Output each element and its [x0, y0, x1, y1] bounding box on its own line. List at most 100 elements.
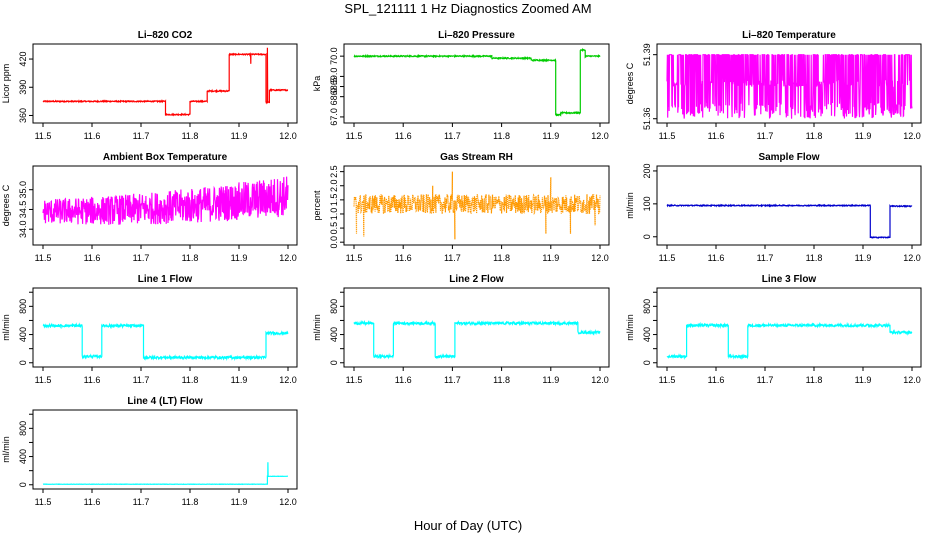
x-tick-label: 11.9: [231, 375, 248, 385]
x-tick-label: 11.8: [493, 131, 510, 141]
x-tick-label: 11.6: [84, 497, 101, 507]
series-line: [42, 322, 289, 362]
y-tick-label: 34.0: [18, 220, 28, 238]
plot-frame: [343, 165, 610, 246]
plot-frame: [343, 287, 610, 368]
y-tick-label: 0: [642, 234, 652, 239]
plot-frame: [656, 287, 922, 368]
y-tick-label: 34.5: [18, 201, 28, 219]
y-axis-label: ml/min: [312, 314, 322, 341]
x-tick-label: 11.6: [84, 131, 101, 141]
y-axis-label: Licor ppm: [1, 64, 11, 104]
x-tick-label: 11.5: [659, 131, 676, 141]
x-tick-label: 11.5: [35, 375, 52, 385]
y-tick-label: 800: [18, 421, 28, 436]
x-tick-label: 11.9: [542, 131, 559, 141]
chart-line4: Line 4 (LT) Flow ml/min 0 400 800 11.5 11.6 11.…: [1, 396, 298, 507]
y-tick-label: 400: [18, 449, 28, 464]
x-tick-label: 11.9: [855, 375, 872, 385]
y-axis-label: ml/min: [1, 436, 11, 463]
y-axis-label: percent: [312, 190, 322, 221]
y-tick-label: 390: [18, 80, 28, 95]
chart-title: Sample Flow: [758, 152, 819, 163]
chart-title: Line 2 Flow: [449, 274, 504, 285]
x-tick-label: 11.7: [757, 375, 774, 385]
plot-frame: [32, 43, 298, 124]
y-tick-label: 0.0: [329, 236, 339, 249]
y-tick-label: 69.0: [329, 68, 339, 86]
x-tick-label: 11.5: [35, 131, 52, 141]
chart-licor_temp: Li–820 Temperature degrees C 51.36 51.39 11.…: [625, 30, 922, 141]
x-tick-label: 11.8: [493, 375, 510, 385]
x-tick-label: 11.8: [806, 375, 823, 385]
x-tick-label: 11.9: [231, 131, 248, 141]
plot-frame: [32, 287, 298, 368]
data-series: [353, 47, 601, 117]
data-series: [666, 203, 913, 240]
x-tick-label: 12.0: [903, 131, 921, 141]
y-tick-label: 800: [18, 299, 28, 314]
x-tick-label: 11.6: [395, 131, 412, 141]
x-tick-label: 11.7: [444, 253, 461, 263]
plot-frame: [32, 409, 298, 490]
x-tick-label: 11.5: [659, 253, 676, 263]
chart-title: Ambient Box Temperature: [103, 152, 228, 163]
plot-frame: [656, 43, 922, 124]
chart-box_temp: Ambient Box Temperature degrees C 34.034.5…: [1, 152, 298, 263]
chart-title: Li–820 CO2: [138, 30, 193, 41]
series-line: [42, 462, 288, 485]
data-series: [666, 321, 913, 360]
x-tick-label: 11.6: [708, 253, 725, 263]
x-tick-label: 12.0: [903, 375, 921, 385]
x-tick-label: 12.0: [591, 131, 609, 141]
series-line: [42, 47, 289, 117]
y-tick-label: 0: [642, 360, 652, 365]
chart-title: Li–820 Pressure: [438, 30, 515, 41]
x-tick-label: 12.0: [279, 497, 297, 507]
y-tick-label: 35.0: [18, 181, 28, 199]
y-tick-label: 0: [18, 360, 28, 365]
series-line: [353, 319, 601, 360]
y-tick-label: 51.39: [642, 43, 652, 66]
page-title: SPL_121111 1 Hz Diagnostics Zoomed AM: [344, 1, 592, 16]
y-axis-label: ml/min: [1, 314, 11, 341]
series-line: [353, 171, 601, 240]
data-series: [42, 176, 289, 225]
x-tick-label: 11.5: [35, 497, 52, 507]
x-tick-label: 11.6: [84, 375, 101, 385]
x-tick-label: 11.5: [346, 131, 363, 141]
series-line: [666, 321, 913, 360]
series-line: [666, 203, 913, 240]
chart-co2: Li–820 CO2 Licor ppm 360 390 420 11.5 11.6 11.7…: [1, 30, 298, 141]
y-tick-label: 68.5: [329, 78, 339, 96]
chart-sample_flow: Sample Flow ml/min 0 100 200 11.5 11.6 11.7 11.8…: [625, 152, 922, 263]
x-tick-label: 11.6: [395, 253, 412, 263]
series-line: [666, 54, 913, 119]
data-series: [353, 171, 601, 240]
y-tick-label: 400: [18, 327, 28, 342]
y-axis-label: ml/min: [625, 314, 635, 341]
y-tick-label: 400: [642, 327, 652, 342]
series-line: [353, 47, 601, 117]
data-series: [42, 322, 289, 362]
x-tick-label: 12.0: [279, 131, 297, 141]
x-tick-label: 11.5: [659, 375, 676, 385]
plot-frame: [32, 165, 298, 246]
chart-title: Line 4 (LT) Flow: [127, 396, 203, 407]
y-axis-label: ml/min: [625, 192, 635, 219]
x-tick-label: 11.8: [806, 253, 823, 263]
x-tick-label: 11.6: [708, 375, 725, 385]
y-tick-label: 360: [18, 108, 28, 123]
y-tick-label: 1.0: [329, 208, 339, 221]
y-tick-label: 67.0: [329, 108, 339, 126]
plot-frame: [343, 43, 610, 124]
x-tick-label: 11.7: [133, 131, 150, 141]
x-tick-label: 12.0: [591, 253, 609, 263]
x-tick-label: 11.9: [855, 253, 872, 263]
x-tick-label: 11.6: [708, 131, 725, 141]
y-tick-label: 0.5: [329, 222, 339, 235]
x-tick-label: 11.9: [231, 497, 248, 507]
x-tick-label: 11.9: [542, 253, 559, 263]
y-tick-label: 0: [329, 360, 339, 365]
